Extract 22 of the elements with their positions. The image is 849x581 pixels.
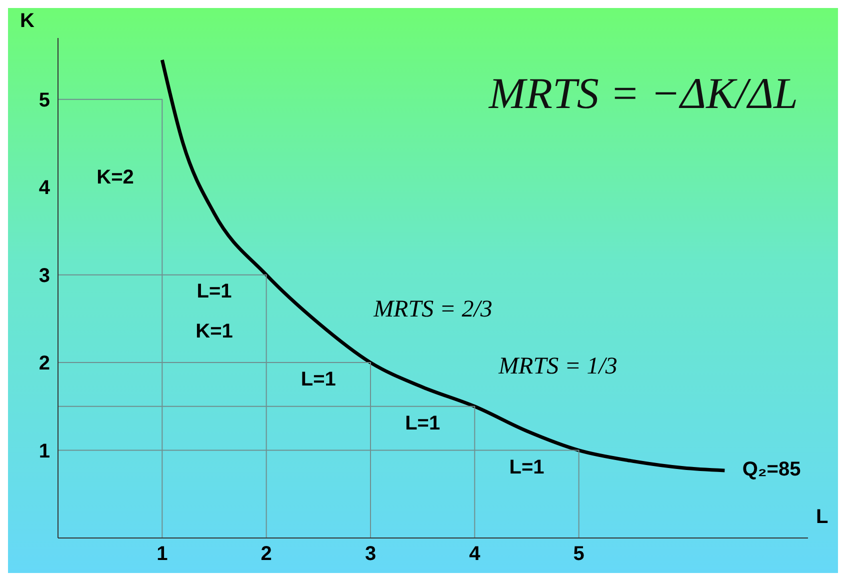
annotation: Q₂=85 (742, 458, 801, 482)
annotation: L=1 (196, 280, 232, 304)
annotation: MRTS = −ΔK/ΔL (488, 68, 798, 119)
x-tick-label: 5 (573, 543, 584, 566)
annotation: L=1 (300, 368, 336, 392)
x-axis-title: L (816, 506, 828, 529)
annotation: MRTS = 2/3 (374, 296, 492, 324)
y-tick-label: 5 (38, 90, 50, 112)
annotation: L=1 (509, 456, 544, 480)
annotation: MRTS = 1/3 (498, 353, 618, 380)
annotation: L=1 (405, 412, 440, 436)
x-tick-label: 1 (156, 543, 168, 566)
y-tick-label: 2 (38, 352, 50, 375)
y-tick-label: 3 (38, 264, 50, 287)
y-axis-title: K (20, 10, 34, 33)
y-tick-label: 4 (38, 177, 51, 200)
annotation: K=2 (96, 166, 134, 190)
x-tick-label: 3 (364, 543, 376, 566)
annotation: K=1 (196, 320, 233, 344)
x-tick-label: 2 (260, 543, 272, 566)
y-tick-label: 1 (38, 440, 50, 462)
x-tick-label: 4 (469, 543, 482, 566)
